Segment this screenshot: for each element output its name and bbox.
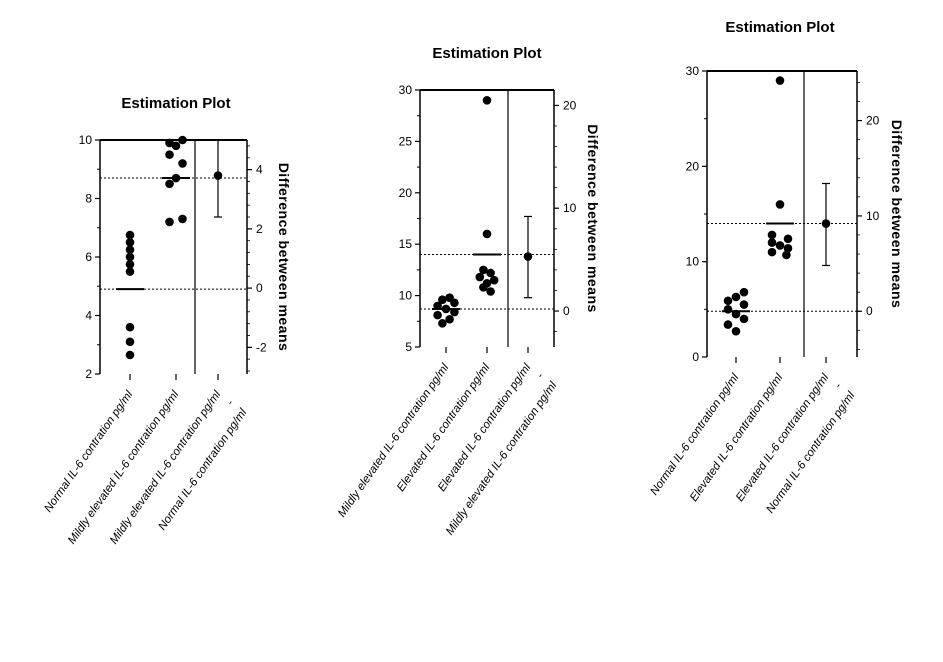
data-point: [782, 250, 791, 260]
x-difference-category-label: -: [832, 381, 844, 391]
chart-title: Estimation Plot: [432, 45, 541, 62]
data-point: [125, 337, 135, 347]
data-point: [125, 252, 135, 262]
data-point: [125, 245, 135, 254]
y-tick-label: 2: [85, 367, 92, 381]
data-point: [723, 320, 733, 329]
data-point: [486, 287, 495, 296]
data-point: [165, 150, 174, 159]
data-point: [723, 305, 733, 314]
data-point: [775, 241, 785, 250]
data-point: [486, 268, 495, 278]
y2-tick-label: 20: [866, 114, 880, 128]
data-point: [433, 310, 442, 320]
data-point: [450, 298, 459, 308]
data-point: [171, 141, 181, 151]
x-category-label: Elevated IL-6 contration pg/ml: [688, 371, 786, 503]
y-tick-label: 0: [692, 350, 699, 364]
data-point: [767, 238, 777, 247]
x-difference-category-label: -: [224, 398, 236, 408]
data-point: [767, 247, 777, 257]
chart-title: Estimation Plot: [725, 19, 834, 36]
y-tick-label: 20: [399, 186, 413, 200]
data-point: [475, 272, 485, 282]
data-point: [125, 260, 135, 269]
x-category-label: Normal IL-6 contration pg/ml: [648, 371, 741, 497]
data-point: [165, 217, 174, 227]
estimation-plot-2: Estimation Plot 5 10 15 20 25 30 0 10 20 Differenc…: [336, 45, 601, 538]
data-point: [445, 314, 454, 324]
y-tick-label: 10: [399, 289, 413, 303]
data-point: [178, 214, 187, 224]
data-point: [767, 230, 777, 240]
difference-point: [213, 171, 223, 180]
y-tick-label: 5: [405, 340, 412, 354]
y-tick-label: 10: [686, 255, 700, 269]
estimation-plot-1: Estimation Plot 2 4 6 8 10 -2 0 2 4 Difference bet…: [42, 95, 292, 547]
data-point: [739, 287, 749, 297]
data-point: [739, 300, 749, 309]
y-tick-label: 8: [85, 192, 92, 206]
data-point: [125, 267, 135, 276]
y-tick-label: 30: [686, 64, 700, 78]
data-point: [479, 283, 488, 292]
data-point: [783, 244, 793, 253]
data-point: [125, 230, 135, 240]
data-point: [165, 138, 174, 148]
data-point: [775, 76, 785, 85]
data-point: [723, 296, 733, 306]
data-point: [489, 275, 499, 285]
estimation-plot-3: Estimation Plot 0 10 20 30 0 10 20 Difference be…: [648, 19, 905, 516]
y2-tick-label: -2: [256, 340, 267, 354]
y-tick-label: 6: [85, 250, 92, 264]
y-tick-label: 15: [399, 237, 413, 251]
y2-tick-label: 20: [563, 98, 577, 112]
y-tick-label: 4: [85, 309, 92, 323]
y2-tick-label: 0: [256, 281, 263, 295]
data-point: [479, 265, 488, 275]
data-point: [731, 292, 741, 302]
y-tick-label: 30: [399, 83, 413, 97]
data-point: [438, 319, 447, 328]
y2-tick-label: 2: [256, 222, 263, 236]
data-point: [178, 135, 187, 145]
data-point: [739, 314, 749, 324]
y2-axis-label: Difference between means: [276, 163, 292, 352]
data-point: [775, 200, 785, 209]
difference-point: [523, 252, 533, 261]
chart-title: Estimation Plot: [121, 95, 230, 112]
y2-tick-label: 0: [866, 304, 873, 318]
y2-tick-label: 10: [563, 201, 577, 215]
data-point: [438, 295, 447, 305]
x-difference-category-label: -: [534, 371, 546, 381]
data-point: [125, 322, 135, 332]
y-tick-label: 10: [79, 133, 93, 147]
y2-tick-label: 4: [256, 163, 263, 177]
data-point: [178, 159, 187, 168]
data-point: [165, 179, 174, 189]
y2-tick-label: 10: [866, 209, 880, 223]
data-point: [482, 95, 492, 105]
x-category-label: Normal IL-6 contration pg/ml: [42, 388, 135, 514]
data-point: [125, 350, 135, 360]
data-point: [731, 326, 741, 336]
y-tick-label: 25: [399, 134, 413, 148]
y-tick-label: 20: [686, 159, 700, 173]
y2-tick-label: 0: [563, 304, 570, 318]
y2-axis-label: Difference between means: [889, 120, 905, 309]
data-point: [482, 229, 492, 239]
y2-axis-label: Difference between means: [585, 124, 601, 313]
difference-point: [821, 219, 831, 228]
data-point: [125, 238, 135, 247]
data-point: [783, 234, 793, 244]
